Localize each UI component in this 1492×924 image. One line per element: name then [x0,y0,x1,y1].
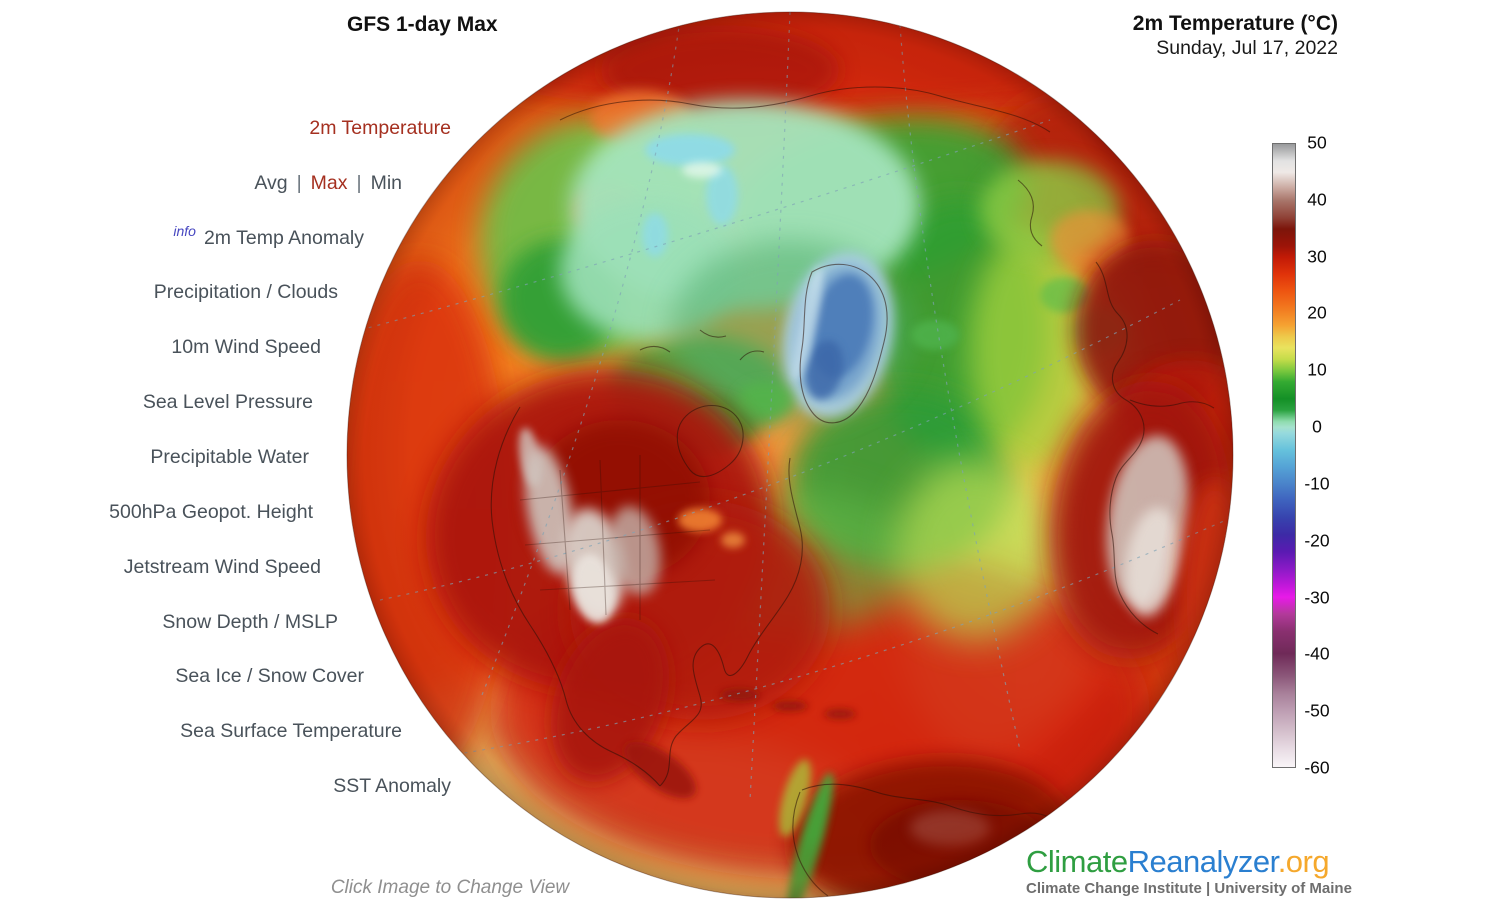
menu-item-2m-temperature[interactable]: 2m Temperature [40,101,460,156]
mode-avg[interactable]: Avg [254,171,288,194]
map-date: Sunday, Jul 17, 2022 [1156,37,1338,59]
page-title: GFS 1-day Max [347,13,498,36]
colorbar-ticks: 50 40 30 20 10 0 -10 -20 -30 -40 -50 -60 [1299,134,1335,776]
colorbar-tick-label: 0 [1312,416,1322,437]
colorbar-tick-label: -60 [1304,757,1330,778]
menu-item-2m-temp-anomaly-label[interactable]: 2m Temp Anomaly [203,226,364,249]
colorbar-tick-label: 50 [1307,132,1327,153]
menu-item-sea-level-pressure-label[interactable]: Sea Level Pressure [142,391,313,414]
menu-item-snow-depth-mslp[interactable]: Snow Depth / MSLP [40,595,460,650]
colorbar-tick-label: -20 [1304,529,1330,550]
menu-item-precipitable-water[interactable]: Precipitable Water [40,430,460,485]
globe-art [347,12,1233,898]
menu-item-sea-level-pressure[interactable]: Sea Level Pressure [40,375,460,430]
menu-item-sea-surface-temperature[interactable]: Sea Surface Temperature [40,704,460,759]
menu-item-10m-wind-speed[interactable]: 10m Wind Speed [40,320,460,375]
variable-menu: 2m Temperature Avg | Max | Min info 2m T… [40,101,460,814]
menu-item-2m-temp-anomaly[interactable]: info 2m Temp Anomaly [40,211,460,266]
map-title-block: 2m Temperature (°C) Sunday, Jul 17, 2022 [1133,11,1338,60]
colorbar-tick-label: -30 [1304,586,1330,607]
logo-reanalyzer: Reanalyzer [1127,844,1279,879]
mode-max[interactable]: Max [310,171,348,194]
logo-climate: Climate [1026,844,1128,879]
mode-min[interactable]: Min [370,171,402,194]
menu-item-jetstream-wind-speed[interactable]: Jetstream Wind Speed [40,540,460,595]
menu-item-jetstream-wind-speed-label[interactable]: Jetstream Wind Speed [123,555,321,578]
menu-item-2m-temperature-label[interactable]: 2m Temperature [309,116,451,139]
map-variable-title: 2m Temperature (°C) [1132,12,1338,35]
menu-item-sst-anomaly-label[interactable]: SST Anomaly [333,775,451,798]
colorbar-tick-label: 40 [1307,189,1327,210]
colorbar-tick-label: -50 [1304,700,1330,721]
colorbar-tick-label: -40 [1304,643,1330,664]
menu-item-snow-depth-mslp-label[interactable]: Snow Depth / MSLP [162,610,338,633]
menu-item-precipitable-water-label[interactable]: Precipitable Water [150,445,309,468]
globe-outline [346,11,1234,899]
info-link[interactable]: info [173,223,196,240]
menu-item-500hpa-geopot-height-label[interactable]: 500hPa Geopot. Height [109,500,313,523]
colorbar-tick-label: 30 [1307,245,1327,266]
logo-org: .org [1277,844,1330,879]
menu-item-sea-ice-snow-cover-label[interactable]: Sea Ice / Snow Cover [175,665,364,688]
menu-item-precipitation-clouds-label[interactable]: Precipitation / Clouds [153,281,338,304]
colorbar-tick-label: -10 [1304,473,1330,494]
menu-item-sea-ice-snow-cover[interactable]: Sea Ice / Snow Cover [40,649,460,704]
mode-separator: | [356,171,362,194]
menu-item-avg-max-min: Avg | Max | Min [40,156,460,211]
site-logo-link[interactable]: ClimateReanalyzer.org [1026,845,1352,879]
colorbar-gradient [1272,143,1296,768]
logo-subtitle: Climate Change Institute | University of… [1026,880,1352,897]
site-logo: ClimateReanalyzer.org Climate Change Ins… [1026,845,1352,898]
mode-separator: | [296,171,302,194]
colorbar-tick-label: 20 [1307,302,1327,323]
menu-item-sst-anomaly[interactable]: SST Anomaly [40,759,460,814]
menu-item-sea-surface-temperature-label[interactable]: Sea Surface Temperature [180,720,402,743]
menu-item-500hpa-geopot-height[interactable]: 500hPa Geopot. Height [40,485,460,540]
menu-item-precipitation-clouds[interactable]: Precipitation / Clouds [40,266,460,321]
menu-item-10m-wind-speed-label[interactable]: 10m Wind Speed [171,336,321,359]
click-to-change-view-hint: Click Image to Change View [330,877,570,898]
colorbar-tick-label: 10 [1307,359,1327,380]
